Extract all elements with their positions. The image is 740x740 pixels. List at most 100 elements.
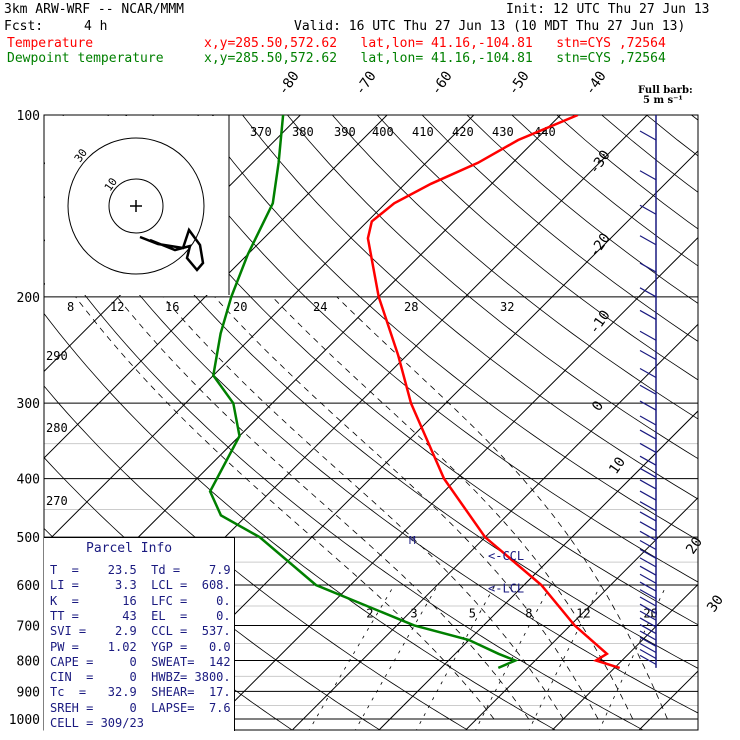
theta-label: 270 bbox=[46, 494, 68, 508]
wind-barb bbox=[639, 400, 657, 411]
forecast-label: Fcst: bbox=[4, 19, 44, 34]
mixing-ratio-line bbox=[308, 584, 395, 730]
lcl-marker: <-LCL bbox=[488, 581, 524, 595]
isotherm-label: -80 bbox=[275, 68, 303, 98]
wind-barb bbox=[639, 589, 657, 600]
pressure-tick-label: 1000 bbox=[9, 713, 40, 728]
wind-barb bbox=[639, 565, 657, 576]
moist-adiabat-line bbox=[116, 296, 530, 720]
isotherm-line bbox=[44, 115, 388, 459]
isotherm-label: 20 bbox=[683, 534, 706, 557]
parcel-info-row: CAPE = 0 SWEAT= 142 bbox=[50, 654, 231, 669]
wind-barb bbox=[639, 262, 657, 273]
parcel-info-row: CELL = 309/23 bbox=[50, 716, 144, 730]
wind-barb bbox=[639, 501, 657, 512]
mixing-ratio-label: 8 bbox=[525, 606, 532, 620]
wind-barb bbox=[639, 548, 657, 559]
theta-label: 430 bbox=[492, 125, 514, 139]
theta-label: 420 bbox=[452, 125, 474, 139]
moist-adiabat-line bbox=[272, 296, 634, 720]
wind-barb bbox=[639, 573, 657, 584]
moist-adiabat-line bbox=[75, 296, 495, 720]
mixing-ratio-label: 20 bbox=[643, 606, 657, 620]
speed-label: 32 bbox=[500, 300, 514, 314]
parcel-info-panel: Parcel Info T = 23.5 Td = 7.9 LI = 3.3 LC… bbox=[44, 537, 235, 731]
speed-label: 24 bbox=[313, 300, 327, 314]
isotherm-line bbox=[551, 583, 698, 730]
pressure-tick-label: 500 bbox=[17, 531, 40, 546]
speed-label: 28 bbox=[404, 300, 418, 314]
temperature-profile-line bbox=[366, 115, 621, 670]
wind-barb bbox=[639, 624, 657, 635]
isotherm-line bbox=[378, 410, 698, 730]
dewpoint-location: x,y=285.50,572.62 lat,lon= 41.16,-104.81… bbox=[204, 51, 666, 66]
parcel-info-row: T = 23.5 Td = 7.9 bbox=[50, 563, 231, 577]
dry-adiabat-line bbox=[242, 115, 698, 500]
wind-barb bbox=[639, 204, 657, 215]
isotherm-label: -40 bbox=[582, 68, 610, 98]
hodograph-origin-icon bbox=[130, 200, 142, 212]
dry-adiabat-line bbox=[332, 115, 698, 420]
pressure-tick-label: 200 bbox=[17, 291, 40, 306]
speed-label: 8 bbox=[67, 300, 74, 314]
parcel-info-row: CIN = 0 HWBZ= 3800. bbox=[50, 670, 231, 685]
wind-barb bbox=[639, 309, 657, 320]
dry-adiabat-line bbox=[107, 115, 698, 626]
model-title: 3km ARW-WRF -- NCAR/MMM bbox=[4, 2, 185, 17]
parcel-info-row: TT = 43 EL = 0. bbox=[50, 608, 231, 623]
pressure-tick-label: 700 bbox=[17, 619, 40, 634]
wind-barb bbox=[639, 648, 657, 660]
wind-barb bbox=[639, 384, 657, 395]
isotherm-label: -60 bbox=[428, 68, 456, 98]
mixing-ratio-label: 12 bbox=[576, 606, 590, 620]
wind-barb bbox=[639, 521, 657, 532]
wind-barb bbox=[639, 490, 657, 501]
isotherm-line bbox=[44, 115, 475, 546]
m-marker: M bbox=[409, 534, 416, 547]
wind-barb bbox=[639, 642, 657, 653]
wind-barb bbox=[639, 539, 657, 550]
pressure-tick-label: 800 bbox=[17, 654, 40, 669]
hodograph-trace bbox=[139, 227, 205, 272]
moist-adiabat-line bbox=[162, 296, 564, 720]
isotherm-label: -50 bbox=[505, 68, 533, 98]
theta-label: 400 bbox=[372, 125, 394, 139]
wind-barb bbox=[639, 467, 657, 478]
isotherm-line bbox=[204, 236, 698, 730]
dry-adiabat-line bbox=[556, 115, 698, 230]
theta-label: 370 bbox=[250, 125, 272, 139]
dry-adiabat-line bbox=[287, 115, 698, 460]
wind-barb bbox=[639, 235, 657, 246]
pressure-tick-label: 900 bbox=[17, 685, 40, 700]
isotherm-line bbox=[464, 496, 698, 730]
wind-barb bbox=[639, 479, 657, 490]
wind-barb bbox=[639, 349, 657, 361]
dry-adiabat-line bbox=[44, 238, 644, 730]
dry-adiabat-line bbox=[44, 385, 469, 730]
wind-barb bbox=[639, 429, 657, 440]
speed-label: 16 bbox=[165, 300, 179, 314]
wind-barb bbox=[639, 596, 657, 607]
dry-adiabat-line bbox=[44, 161, 698, 714]
wind-barb bbox=[639, 636, 657, 647]
wind-barb bbox=[639, 367, 657, 379]
parcel-info-row: SVI = 2.9 CCL = 537. bbox=[50, 624, 231, 639]
isotherm-label: 0 bbox=[589, 398, 607, 414]
plot-frame bbox=[43, 114, 699, 731]
isotherm-label: -10 bbox=[586, 307, 614, 337]
theta-label: 290 bbox=[46, 349, 68, 363]
wind-barb bbox=[639, 630, 657, 641]
mixing-ratio-label: 5 bbox=[469, 606, 476, 620]
parcel-info-row: SREH = 0 LAPSE= 7.6 bbox=[50, 700, 231, 715]
theta-label: 410 bbox=[412, 125, 434, 139]
mixing-ratio-line bbox=[415, 584, 496, 730]
ccl-marker: <-CCL bbox=[488, 549, 524, 563]
theta-label: 440 bbox=[534, 125, 556, 139]
mixing-ratio-line bbox=[598, 584, 667, 730]
dry-adiabat-line bbox=[62, 115, 698, 669]
parcel-info-row: PW = 1.02 YGP = 0.0 bbox=[50, 639, 231, 654]
hodograph-ring-outer bbox=[67, 137, 205, 275]
parcel-info-row: LI = 3.3 LCL = 608. bbox=[50, 578, 231, 593]
parcel-info-row: Tc = 32.9 SHEAR= 17. bbox=[50, 685, 231, 700]
